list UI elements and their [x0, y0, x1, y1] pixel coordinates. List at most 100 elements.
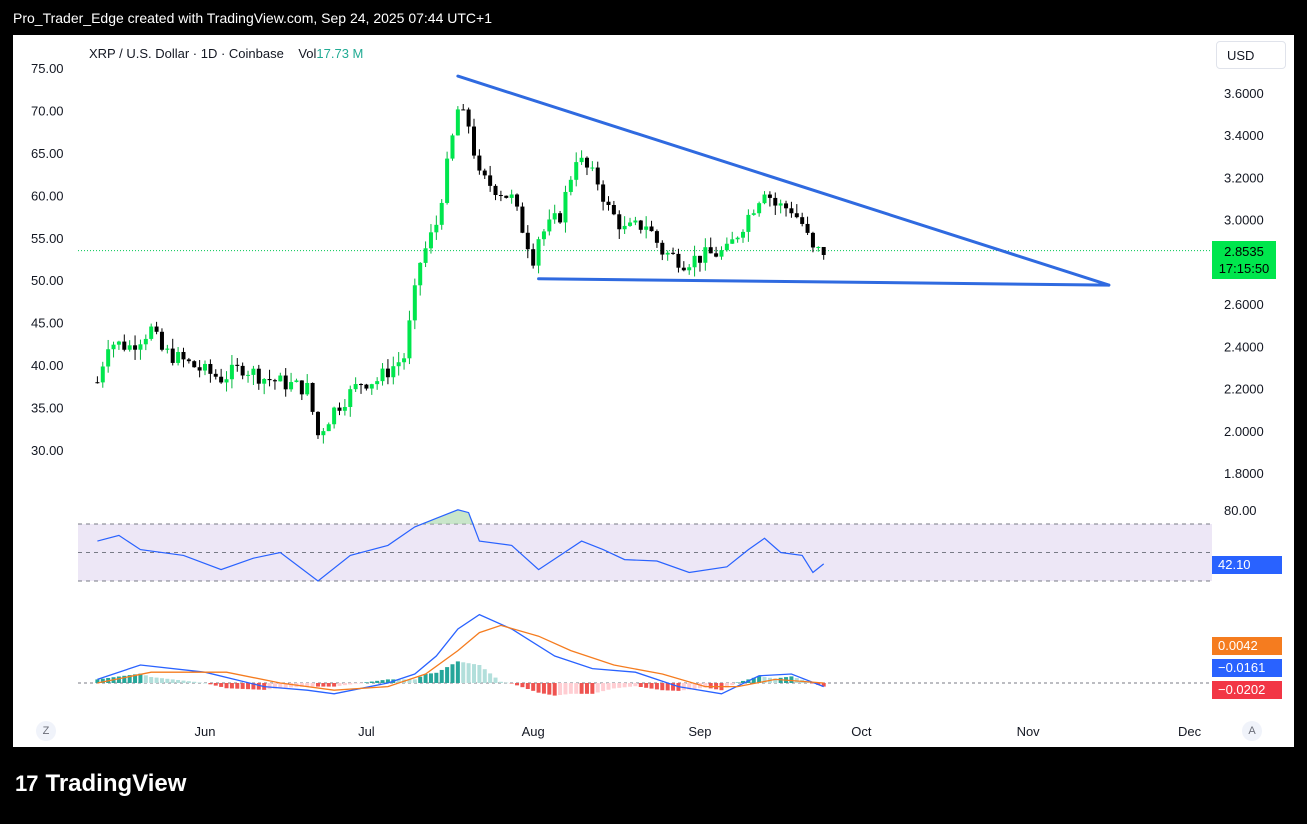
macd-histogram-bar — [552, 683, 557, 696]
rsi-axis-label: 80.00 — [1224, 503, 1257, 518]
chart-frame[interactable]: 75.00 70.00 65.00 60.00 55.00 50.00 45.00 40.00… — [13, 35, 1294, 747]
candle-body — [757, 203, 762, 214]
right-axis-tick: 2.6000 — [1224, 297, 1264, 312]
macd-histogram-bar — [563, 683, 568, 695]
candle-body — [138, 344, 143, 350]
candle-body — [305, 382, 310, 395]
candle-body — [315, 411, 320, 436]
candle-body — [574, 162, 579, 180]
macd-histogram-bar — [450, 664, 455, 683]
candle-body — [708, 247, 713, 254]
upper-trendline — [456, 74, 1111, 287]
macd-histogram-bar — [428, 673, 433, 683]
candle-body — [240, 365, 245, 376]
candle-body — [412, 285, 417, 321]
candle-body — [482, 170, 487, 176]
left-axis-tick: 60.00 — [31, 188, 64, 203]
macd-histogram-bar — [423, 674, 428, 683]
candle-body — [509, 194, 514, 198]
candle-body — [272, 380, 277, 382]
chart-canvas[interactable]: 75.00 70.00 65.00 60.00 55.00 50.00 45.00 40.00… — [13, 35, 1294, 747]
candle-body — [143, 338, 148, 345]
macd-histogram-bar — [638, 683, 643, 687]
macd-histogram-bar — [176, 680, 181, 683]
candle-body — [590, 167, 595, 169]
macd-histogram-bar — [461, 662, 466, 683]
candle-body — [353, 384, 358, 390]
macd-histogram-bar — [482, 669, 487, 683]
left-axis-tick: 75.00 — [31, 61, 64, 76]
macd-histogram-bar — [272, 683, 277, 689]
currency-button[interactable]: USD — [1216, 41, 1286, 69]
candle-body — [816, 246, 821, 248]
candle-body — [321, 431, 326, 436]
candle-body — [423, 248, 428, 263]
macd-histogram-bar — [649, 683, 654, 689]
candle-body — [186, 359, 191, 362]
macd-histogram-bar — [568, 683, 573, 694]
candle-body — [396, 362, 401, 367]
candle-body — [515, 194, 520, 207]
zoom-toggle-button[interactable]: Z — [36, 721, 56, 741]
candle-body — [606, 201, 611, 206]
macd-histogram-bar — [122, 675, 127, 683]
right-axis-tick: 3.4000 — [1224, 128, 1264, 143]
rsi-value-tag: 42.10 — [1212, 556, 1282, 574]
x-axis-tick: Jul — [358, 724, 375, 739]
macd-histogram-bar — [730, 683, 735, 686]
candle-body — [235, 364, 240, 366]
tradingview-logo[interactable]: 17 TradingView — [15, 770, 186, 798]
macd-histogram-bar — [154, 677, 159, 683]
candle-body — [687, 267, 692, 271]
macd-histogram-bar — [219, 683, 224, 687]
macd-histogram-bar — [751, 677, 756, 683]
candle-body — [628, 222, 633, 226]
macd-histogram-bar — [159, 678, 164, 683]
macd-histogram-bar — [531, 683, 536, 691]
candle-body — [762, 194, 767, 204]
candle-body — [531, 249, 536, 266]
candle-body — [741, 231, 745, 238]
candle-body — [359, 384, 364, 386]
macd-histogram-bar — [385, 679, 390, 683]
candle-body — [294, 380, 299, 383]
candle-body — [332, 407, 337, 425]
candle-body — [181, 351, 186, 360]
candle-body — [703, 247, 708, 263]
macd-histogram-bar — [412, 679, 417, 683]
candle-body — [789, 208, 794, 214]
macd-histogram-bar — [665, 683, 670, 691]
candle-body — [450, 135, 455, 159]
macd-histogram-bar — [149, 677, 154, 683]
macd-histogram-bar — [692, 683, 697, 689]
rsi-overbought-fill — [420, 509, 474, 524]
candle-body — [477, 155, 482, 171]
auto-scale-button[interactable]: A — [1242, 721, 1262, 741]
candle-body — [536, 239, 541, 266]
candle-body — [267, 378, 272, 381]
candle-body — [821, 246, 826, 255]
macd-histogram-bar — [617, 683, 622, 688]
macd-histogram-bar — [283, 683, 288, 688]
candle-body — [100, 366, 105, 383]
x-axis-tick: Aug — [522, 724, 545, 739]
right-axis-tick: 2.0000 — [1224, 424, 1264, 439]
macd-histogram-bar — [477, 665, 482, 683]
candle-body — [455, 109, 460, 136]
candle-body — [428, 232, 433, 249]
left-axis-tick: 30.00 — [31, 443, 64, 458]
candle-body — [681, 267, 686, 271]
macd-histogram-bar — [488, 673, 493, 683]
candle-body — [176, 351, 181, 363]
candle-body — [251, 368, 256, 375]
candle-body — [402, 358, 407, 363]
macd-histogram-bar — [116, 676, 121, 683]
candle-body — [385, 368, 390, 378]
x-axis-tick: Nov — [1017, 724, 1041, 739]
candle-body — [552, 213, 557, 220]
macd-histogram-bar — [192, 681, 197, 683]
candle-body — [111, 344, 116, 350]
candle-body — [116, 341, 121, 345]
candle-body — [714, 253, 719, 257]
candle-body — [348, 389, 353, 407]
